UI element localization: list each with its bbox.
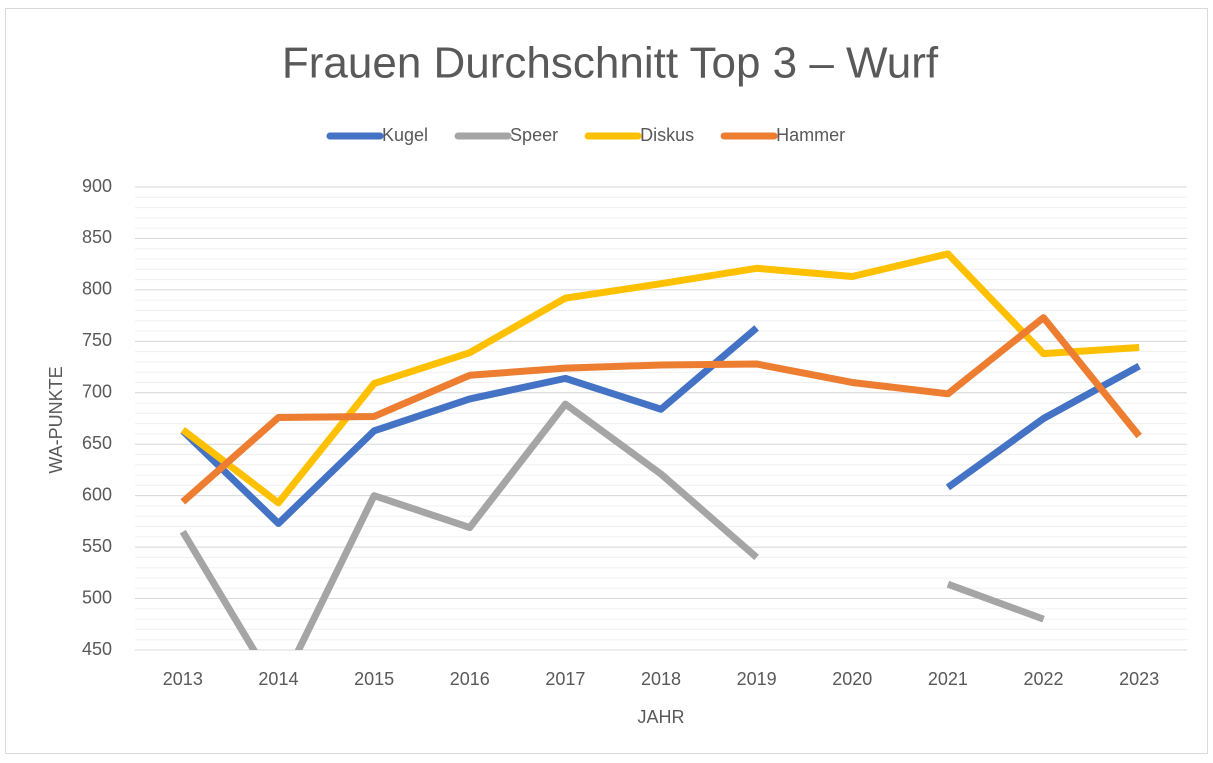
y-tick-label: 650 [82,433,112,453]
x-tick-label: 2019 [737,669,777,689]
x-tick-label: 2015 [354,669,394,689]
x-tick-label: 2018 [641,669,681,689]
chart-title: Frauen Durchschnitt Top 3 – Wurf [282,39,939,88]
legend-label: Diskus [640,125,694,145]
x-tick-label: 2017 [545,669,585,689]
legend-label: Hammer [776,125,845,145]
series-line [180,314,1142,505]
x-tick-label: 2020 [832,669,872,689]
x-tick-label: 2021 [928,669,968,689]
x-axis-label: JAHR [637,707,684,727]
y-tick-label: 700 [82,382,112,402]
y-tick-label: 500 [82,587,112,607]
series-line [179,400,1045,650]
y-tick-label: 900 [82,176,112,196]
y-tick-label: 450 [82,639,112,659]
y-tick-label: 550 [82,536,112,556]
y-axis-label: WA-PUNKTE [46,366,66,473]
legend-label: Speer [510,125,558,145]
chart-area [5,8,1208,754]
y-tick-label: 800 [82,279,112,299]
series-line [180,250,1140,507]
x-tick-label: 2013 [163,669,203,689]
y-tick-label: 850 [82,227,112,247]
x-tick-label: 2016 [450,669,490,689]
y-tick-label: 600 [82,484,112,504]
x-tick-label: 2022 [1024,669,1064,689]
x-tick-label: 2014 [258,669,298,689]
y-tick-label: 750 [82,330,112,350]
series-line [180,325,1141,527]
x-tick-label: 2023 [1119,669,1159,689]
legend-label: Kugel [382,125,428,145]
